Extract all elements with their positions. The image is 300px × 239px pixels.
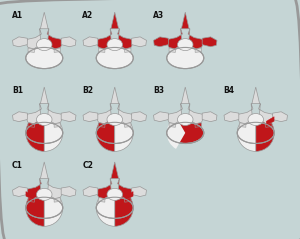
Polygon shape: [266, 123, 272, 127]
Polygon shape: [26, 104, 41, 124]
Polygon shape: [61, 112, 76, 122]
Text: C2: C2: [82, 161, 93, 170]
Polygon shape: [202, 112, 217, 122]
Text: A3: A3: [153, 11, 164, 21]
Polygon shape: [83, 112, 98, 122]
Polygon shape: [118, 104, 133, 124]
Polygon shape: [47, 179, 63, 199]
Polygon shape: [224, 112, 239, 122]
Ellipse shape: [26, 47, 63, 69]
Wedge shape: [96, 114, 115, 151]
Polygon shape: [61, 37, 76, 47]
Polygon shape: [251, 87, 260, 104]
Text: B2: B2: [82, 86, 93, 95]
Ellipse shape: [167, 47, 204, 69]
Polygon shape: [110, 87, 119, 104]
Polygon shape: [239, 123, 246, 127]
Polygon shape: [28, 123, 34, 127]
Polygon shape: [83, 37, 98, 47]
Polygon shape: [110, 12, 119, 29]
Polygon shape: [125, 192, 133, 200]
Wedge shape: [115, 189, 133, 226]
Polygon shape: [13, 187, 27, 196]
Wedge shape: [26, 114, 44, 151]
Polygon shape: [154, 112, 168, 122]
Wedge shape: [44, 189, 63, 226]
Polygon shape: [181, 87, 190, 104]
Polygon shape: [54, 198, 61, 202]
Polygon shape: [40, 12, 49, 29]
Polygon shape: [96, 179, 112, 199]
Polygon shape: [266, 117, 274, 125]
Polygon shape: [26, 179, 41, 199]
Wedge shape: [96, 189, 115, 226]
Polygon shape: [28, 48, 34, 52]
Polygon shape: [169, 123, 175, 127]
Wedge shape: [44, 114, 63, 151]
Ellipse shape: [37, 39, 52, 51]
Polygon shape: [118, 29, 133, 49]
Polygon shape: [40, 162, 49, 179]
Text: A1: A1: [12, 11, 23, 21]
Polygon shape: [26, 29, 41, 49]
Polygon shape: [47, 104, 63, 124]
Polygon shape: [54, 123, 61, 127]
Polygon shape: [132, 37, 146, 47]
Polygon shape: [188, 104, 204, 124]
Polygon shape: [110, 162, 119, 179]
Ellipse shape: [37, 114, 52, 125]
Polygon shape: [181, 12, 190, 29]
Wedge shape: [256, 114, 274, 151]
Polygon shape: [96, 29, 112, 49]
Polygon shape: [132, 112, 146, 122]
Polygon shape: [54, 48, 61, 52]
Text: C1: C1: [12, 161, 23, 170]
Text: B4: B4: [223, 86, 234, 95]
Polygon shape: [83, 187, 98, 196]
Polygon shape: [13, 37, 27, 47]
Polygon shape: [132, 187, 146, 196]
Ellipse shape: [107, 114, 122, 125]
Polygon shape: [195, 123, 202, 127]
Polygon shape: [26, 192, 34, 200]
Ellipse shape: [37, 188, 52, 200]
Polygon shape: [118, 179, 133, 199]
Polygon shape: [124, 123, 131, 127]
Polygon shape: [169, 48, 175, 52]
Ellipse shape: [96, 47, 133, 69]
Text: B3: B3: [153, 86, 164, 95]
Polygon shape: [28, 198, 34, 202]
Polygon shape: [61, 187, 76, 196]
Polygon shape: [47, 29, 63, 49]
Polygon shape: [154, 37, 168, 47]
Text: A2: A2: [82, 11, 93, 21]
Ellipse shape: [107, 188, 122, 200]
Polygon shape: [259, 104, 274, 124]
Ellipse shape: [167, 122, 204, 143]
Polygon shape: [13, 112, 27, 122]
Polygon shape: [96, 104, 112, 124]
Polygon shape: [167, 104, 182, 124]
Polygon shape: [124, 198, 131, 202]
Polygon shape: [195, 48, 202, 52]
Polygon shape: [98, 123, 105, 127]
Wedge shape: [115, 114, 133, 151]
Ellipse shape: [178, 39, 193, 51]
Ellipse shape: [107, 39, 122, 51]
Polygon shape: [167, 29, 182, 49]
Ellipse shape: [178, 114, 193, 125]
Polygon shape: [98, 48, 105, 52]
Polygon shape: [188, 29, 204, 49]
Polygon shape: [273, 112, 287, 122]
Polygon shape: [40, 87, 49, 104]
Polygon shape: [124, 48, 131, 52]
Ellipse shape: [248, 114, 263, 125]
Wedge shape: [237, 114, 256, 151]
Text: B1: B1: [12, 86, 23, 95]
Polygon shape: [202, 37, 217, 47]
Polygon shape: [237, 104, 253, 124]
Wedge shape: [167, 117, 185, 149]
Polygon shape: [98, 198, 105, 202]
Wedge shape: [26, 189, 44, 226]
